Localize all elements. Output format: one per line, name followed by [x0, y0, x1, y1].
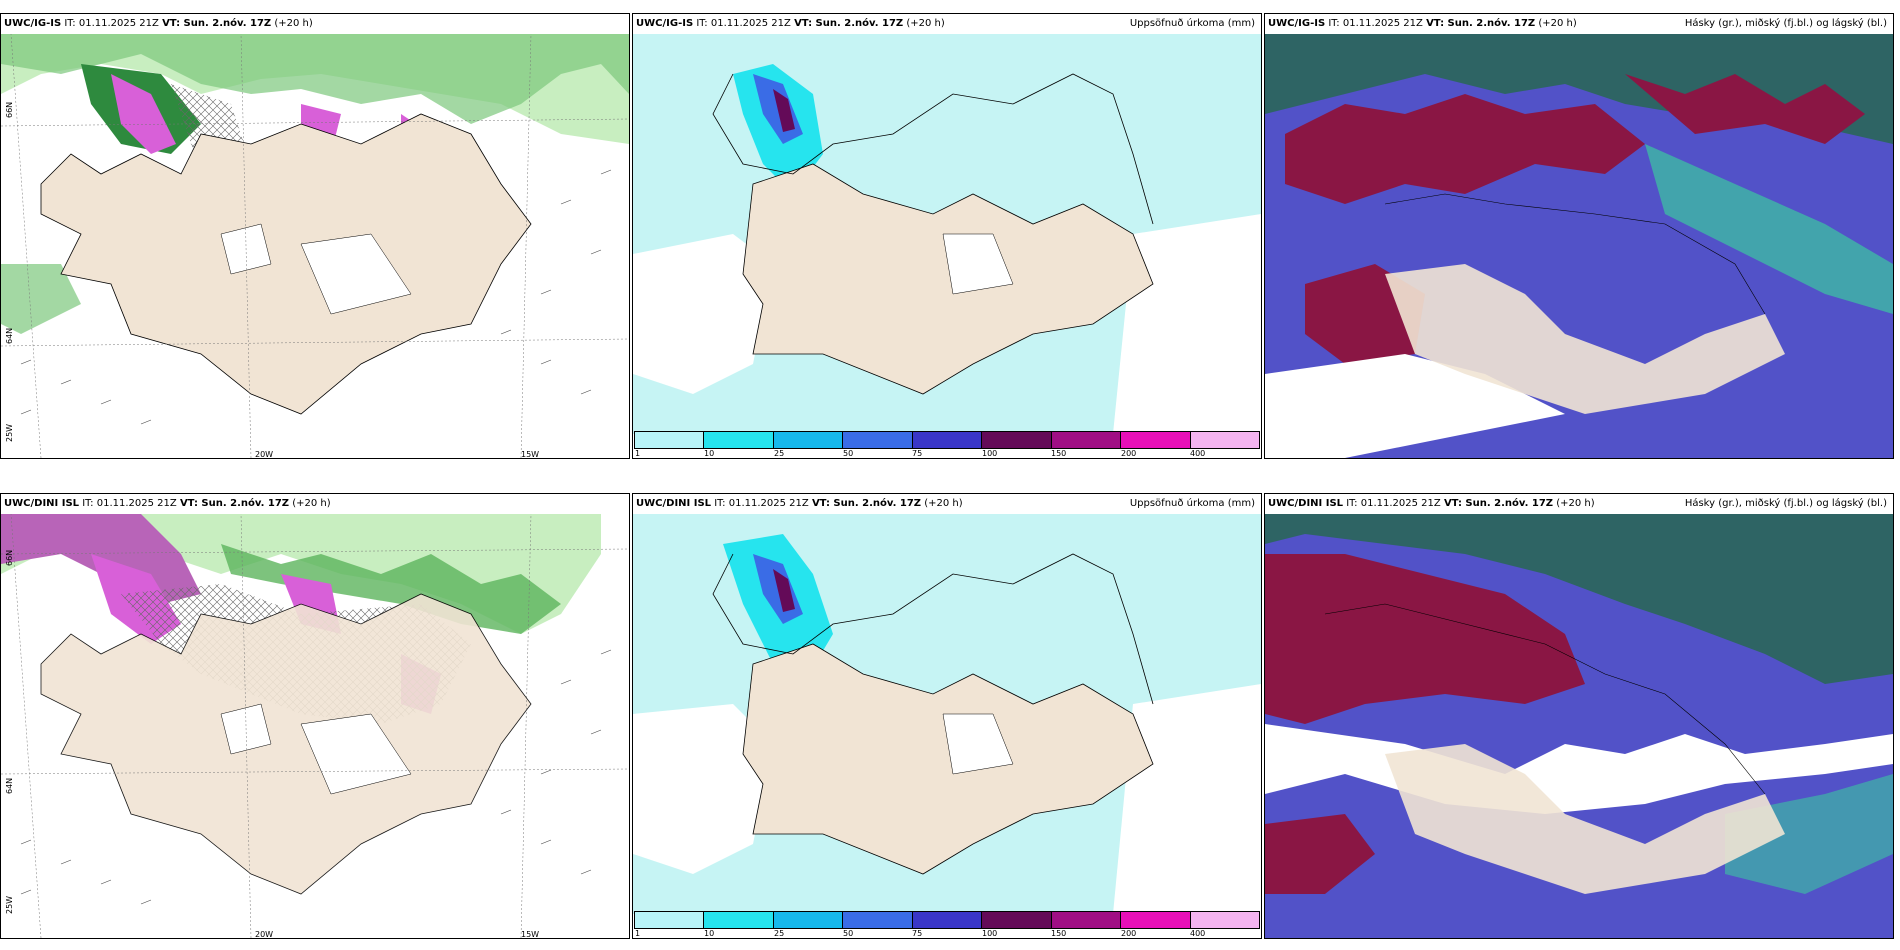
legend-tick: 100	[982, 929, 998, 938]
legend-swatch	[843, 912, 913, 928]
legend-tick: 400	[1190, 449, 1206, 458]
legend-tick: 200	[1121, 929, 1137, 938]
weather-map	[1, 514, 629, 938]
legend-swatch	[704, 912, 774, 928]
legend-swatch	[912, 912, 983, 928]
legend-tick: 1	[635, 929, 641, 938]
legend-tick: 50	[843, 929, 854, 938]
legend-tick: 10	[704, 929, 715, 938]
precip-legend: 1 10 25 50 75 100 150 200 400	[634, 911, 1260, 938]
panel-header: UWC/DINI ISL IT: 01.11.2025 21Z VT: Sun.…	[1268, 498, 1595, 509]
lon-label: 20W	[255, 450, 274, 459]
legend-tick: 50	[843, 449, 854, 458]
legend-swatch	[773, 912, 844, 928]
lat-label: 64N	[5, 777, 14, 794]
legend-swatch	[1121, 432, 1191, 448]
legend-swatch	[635, 432, 705, 448]
legend-swatch	[843, 432, 913, 448]
panel-igis-precip: UWC/IG-IS IT: 01.11.2025 21Z VT: Sun. 2.…	[632, 13, 1262, 459]
legend-tick: 25	[774, 929, 785, 938]
cloud-map	[1265, 514, 1893, 938]
legend-tick: 100	[982, 449, 998, 458]
field-title: Uppsöfnuð úrkoma (mm)	[1129, 18, 1255, 29]
legend-tick: 75	[912, 929, 923, 938]
field-title: Uppsöfnuð úrkoma (mm)	[1129, 498, 1255, 509]
legend-swatch	[912, 432, 983, 448]
legend-swatch	[982, 432, 1052, 448]
panel-dini-wind: UWC/DINI ISL IT: 01.11.2025 21Z VT: Sun.…	[0, 493, 630, 939]
lon-label: 25W	[5, 423, 14, 442]
lon-label: 25W	[5, 895, 14, 914]
precip-map	[633, 514, 1261, 914]
panel-dini-clouds: UWC/DINI ISL IT: 01.11.2025 21Z VT: Sun.…	[1264, 493, 1894, 939]
panel-dini-precip: UWC/DINI ISL IT: 01.11.2025 21Z VT: Sun.…	[632, 493, 1262, 939]
legend-swatch	[704, 432, 774, 448]
weather-map	[1, 34, 629, 458]
legend-swatch	[1121, 912, 1191, 928]
lat-label: 66N	[5, 101, 14, 118]
panel-header: UWC/IG-IS IT: 01.11.2025 21Z VT: Sun. 2.…	[1268, 18, 1577, 29]
legend-tick: 10	[704, 449, 715, 458]
legend-swatch	[1051, 912, 1122, 928]
panel-igis-wind: UWC/IG-IS IT: 01.11.2025 21Z VT: Sun. 2.…	[0, 13, 630, 459]
panel-header: UWC/IG-IS IT: 01.11.2025 21Z VT: Sun. 2.…	[636, 18, 945, 29]
panel-header: UWC/IG-IS IT: 01.11.2025 21Z VT: Sun. 2.…	[4, 18, 313, 29]
legend-swatch	[1190, 912, 1259, 928]
panel-igis-clouds: UWC/IG-IS IT: 01.11.2025 21Z VT: Sun. 2.…	[1264, 13, 1894, 459]
lat-label: 66N	[5, 549, 14, 566]
field-title: Hásky (gr.), miðský (fj.bl.) og lágský (…	[1684, 18, 1887, 29]
field-title: Hásky (gr.), miðský (fj.bl.) og lágský (…	[1684, 498, 1887, 509]
lon-label: 20W	[255, 930, 274, 939]
legend-swatch	[1190, 432, 1259, 448]
legend-swatch	[982, 912, 1052, 928]
legend-tick: 200	[1121, 449, 1137, 458]
legend-tick: 150	[1051, 929, 1067, 938]
precip-legend: 1 10 25 50 75 100 150 200 400	[634, 431, 1260, 458]
legend-tick: 400	[1190, 929, 1206, 938]
legend-tick: 1	[635, 449, 641, 458]
legend-swatch	[635, 912, 705, 928]
lon-label: 15W	[521, 930, 540, 939]
legend-tick: 75	[912, 449, 923, 458]
legend-swatch	[1051, 432, 1122, 448]
lon-label: 15W	[521, 450, 540, 459]
panel-header: UWC/DINI ISL IT: 01.11.2025 21Z VT: Sun.…	[4, 498, 331, 509]
legend-tick: 25	[774, 449, 785, 458]
legend-swatch	[773, 432, 844, 448]
cloud-map	[1265, 34, 1893, 458]
panel-header: UWC/DINI ISL IT: 01.11.2025 21Z VT: Sun.…	[636, 498, 963, 509]
precip-map	[633, 34, 1261, 434]
legend-tick: 150	[1051, 449, 1067, 458]
lat-label: 64N	[5, 327, 14, 344]
